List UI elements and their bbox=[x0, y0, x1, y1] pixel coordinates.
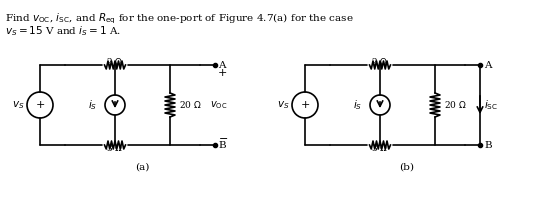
Text: $-$: $-$ bbox=[218, 132, 228, 142]
Text: A: A bbox=[484, 61, 492, 69]
Text: Find $v_{\rm OC}$, $i_{\rm SC}$, and $R_{\rm eq}$ for the one-port of Figure 4.7: Find $v_{\rm OC}$, $i_{\rm SC}$, and $R_… bbox=[5, 12, 354, 26]
Text: 20 $\Omega$: 20 $\Omega$ bbox=[444, 100, 467, 110]
Text: +: + bbox=[218, 68, 227, 78]
Text: $v_S$: $v_S$ bbox=[12, 99, 25, 111]
Text: 2 $\Omega$: 2 $\Omega$ bbox=[107, 56, 123, 67]
Text: $v_{\rm OC}$: $v_{\rm OC}$ bbox=[210, 99, 227, 111]
Text: $v_S = 15$ V and $i_S = 1$ A.: $v_S = 15$ V and $i_S = 1$ A. bbox=[5, 24, 121, 38]
Text: 3 $\Omega$: 3 $\Omega$ bbox=[372, 142, 388, 153]
Text: B: B bbox=[484, 141, 492, 149]
Text: (b): (b) bbox=[399, 163, 414, 172]
Text: +: + bbox=[35, 100, 45, 110]
Text: $v_S$: $v_S$ bbox=[278, 99, 290, 111]
Text: $i_{\rm SC}$: $i_{\rm SC}$ bbox=[484, 98, 498, 112]
Text: B: B bbox=[218, 141, 226, 149]
Text: A: A bbox=[218, 61, 226, 69]
Text: (a): (a) bbox=[135, 163, 149, 172]
Text: +: + bbox=[300, 100, 309, 110]
Text: 3 $\Omega$: 3 $\Omega$ bbox=[107, 142, 123, 153]
Text: $i_S$: $i_S$ bbox=[353, 98, 362, 112]
Text: 20 $\Omega$: 20 $\Omega$ bbox=[179, 100, 202, 110]
Text: $i_S$: $i_S$ bbox=[88, 98, 97, 112]
Text: 2 $\Omega$: 2 $\Omega$ bbox=[372, 56, 388, 67]
